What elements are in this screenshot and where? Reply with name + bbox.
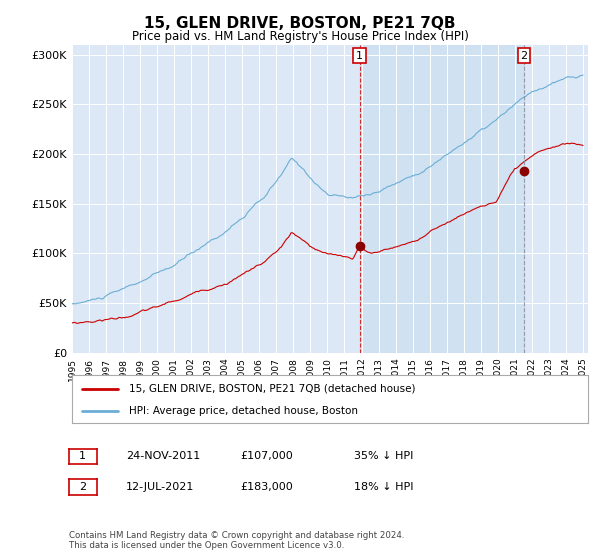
Text: Contains HM Land Registry data © Crown copyright and database right 2024.
This d: Contains HM Land Registry data © Crown c…	[69, 530, 404, 550]
Text: £183,000: £183,000	[240, 482, 293, 492]
Text: HPI: Average price, detached house, Boston: HPI: Average price, detached house, Bost…	[129, 406, 358, 416]
Bar	[360, 45, 524, 353]
Text: 2: 2	[520, 50, 527, 60]
Text: 18% ↓ HPI: 18% ↓ HPI	[354, 482, 413, 492]
Text: £107,000: £107,000	[240, 451, 293, 461]
Text: 35% ↓ HPI: 35% ↓ HPI	[354, 451, 413, 461]
Text: 1: 1	[356, 50, 363, 60]
Text: 15, GLEN DRIVE, BOSTON, PE21 7QB: 15, GLEN DRIVE, BOSTON, PE21 7QB	[144, 16, 456, 31]
Text: 2: 2	[79, 482, 86, 492]
Text: 24-NOV-2011: 24-NOV-2011	[126, 451, 200, 461]
Text: Price paid vs. HM Land Registry's House Price Index (HPI): Price paid vs. HM Land Registry's House …	[131, 30, 469, 43]
Text: 15, GLEN DRIVE, BOSTON, PE21 7QB (detached house): 15, GLEN DRIVE, BOSTON, PE21 7QB (detach…	[129, 384, 415, 394]
Text: 12-JUL-2021: 12-JUL-2021	[126, 482, 194, 492]
Text: 1: 1	[79, 451, 86, 461]
